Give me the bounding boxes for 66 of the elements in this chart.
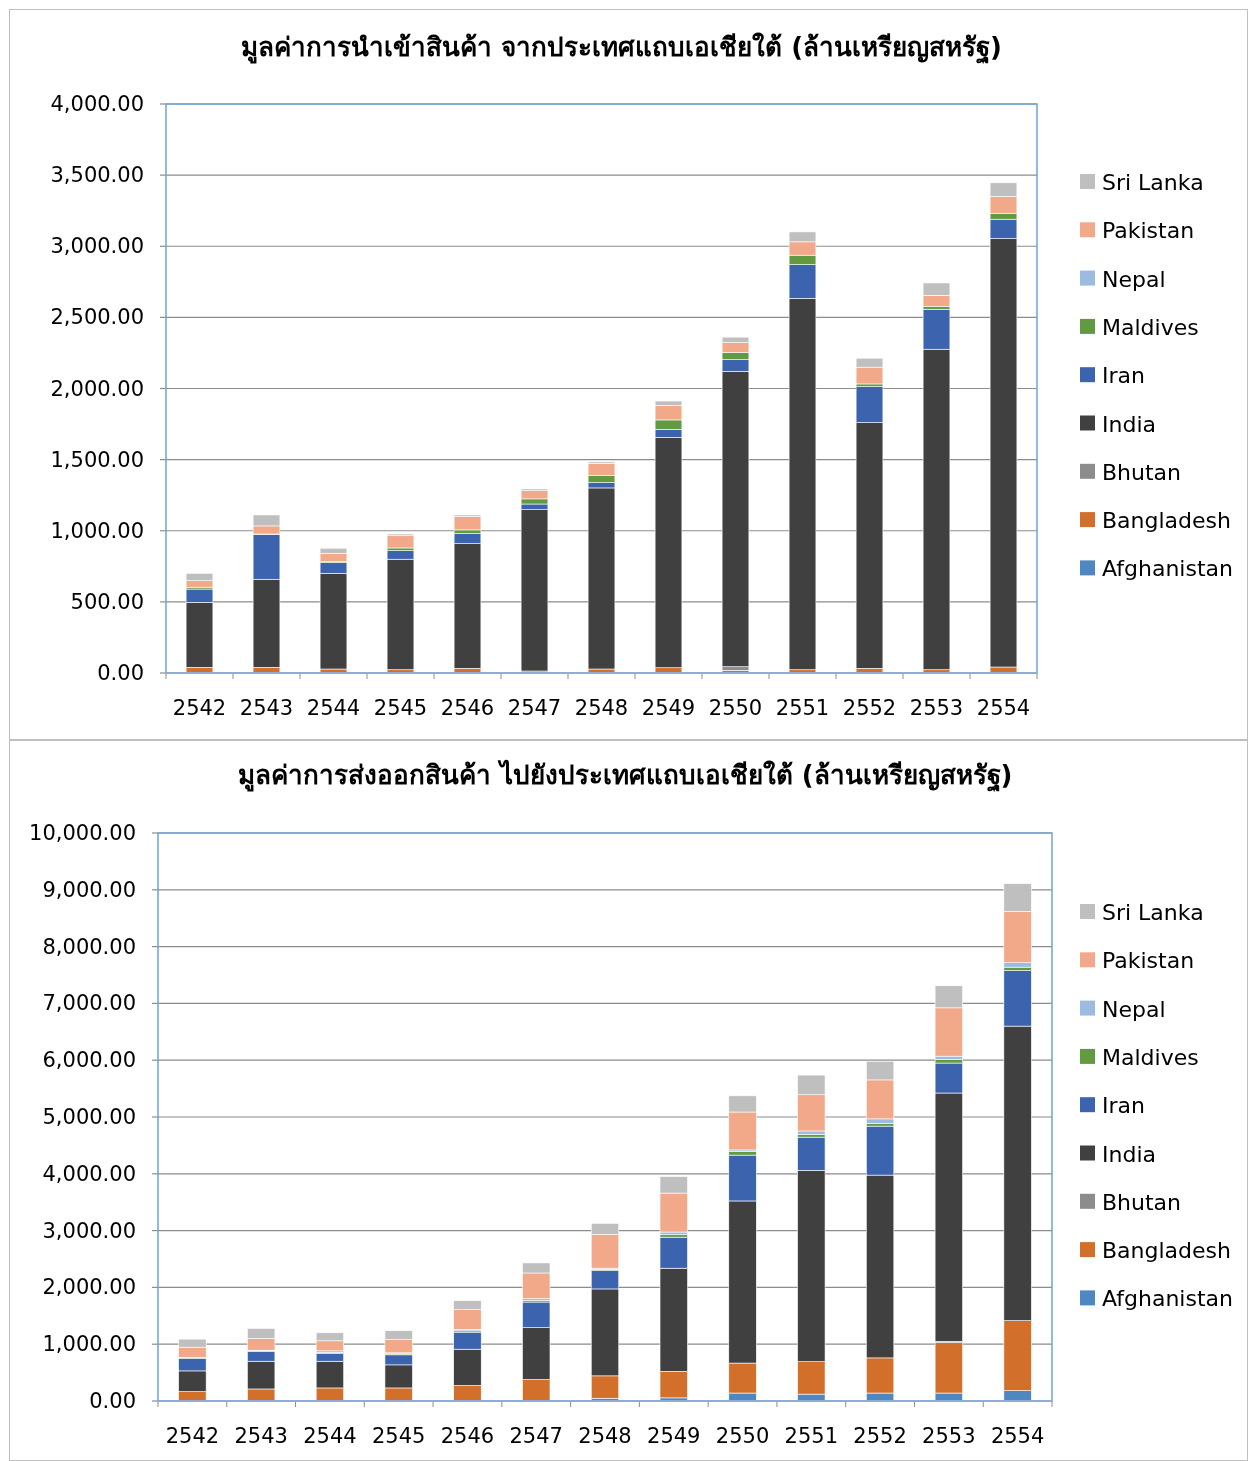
legend-label: Sri Lanka <box>1102 900 1204 925</box>
x-tick-label: 2544 <box>306 696 361 720</box>
legend-label: Nepal <box>1102 266 1166 292</box>
x-tick-label: 2545 <box>371 1424 426 1448</box>
y-tick-label: 4,000.00 <box>42 1161 136 1186</box>
y-tick-label: 4,000.00 <box>50 92 144 116</box>
y-tick-label: 3,000.00 <box>42 1218 136 1243</box>
legend-label: Bhutan <box>1102 459 1182 485</box>
x-tick-label: 2542 <box>172 696 227 720</box>
y-tick-label: 5,000.00 <box>42 1105 136 1129</box>
x-tick-label: 2544 <box>303 1424 357 1448</box>
legend-label: Pakistan <box>1102 218 1195 244</box>
x-tick-label: 2546 <box>440 1424 495 1448</box>
y-tick-label: 6,000.00 <box>42 1048 136 1073</box>
x-tick-label: 2549 <box>641 696 696 720</box>
legend-label: Maldives <box>1102 314 1199 340</box>
y-tick-label: 8,000.00 <box>42 934 136 959</box>
y-tick-label: 10,000.00 <box>29 821 136 845</box>
y-tick-label: 500.00 <box>70 589 144 614</box>
y-tick-label: 1,000.00 <box>50 518 144 543</box>
y-tick-label: 0.00 <box>97 661 144 685</box>
x-tick-label: 2548 <box>574 696 629 720</box>
x-tick-label: 2552 <box>853 1424 907 1448</box>
legend-label: Afghanistan <box>1102 1286 1233 1312</box>
y-tick-label: 3,500.00 <box>50 163 144 188</box>
chart-title: มูลค่าการนำเข้าสินค้า จากประเทศแถบเอเชียใต้ (ล้านเหรียญสหรัฐ) <box>241 32 1002 65</box>
x-tick-label: 2550 <box>715 1424 770 1448</box>
legend-label: Nepal <box>1102 996 1166 1022</box>
x-tick-label: 2553 <box>922 1424 976 1448</box>
x-tick-label: 2552 <box>842 696 897 720</box>
x-tick-label: 2543 <box>234 1424 288 1448</box>
y-tick-label: 1,500.00 <box>50 447 144 472</box>
legend-label: Bangladesh <box>1102 1238 1231 1264</box>
x-tick-label: 2547 <box>509 1424 563 1448</box>
legend-label: India <box>1102 1141 1156 1167</box>
x-tick-label: 2554 <box>976 696 1031 720</box>
y-tick-label: 2,000.00 <box>50 376 144 401</box>
legend-label: Pakistan <box>1102 948 1195 974</box>
x-tick-label: 2554 <box>990 1424 1045 1448</box>
legend-label: Bhutan <box>1102 1189 1182 1215</box>
legend-label: Iran <box>1102 1093 1145 1119</box>
x-tick-label: 2553 <box>909 696 964 720</box>
legend-label: Iran <box>1102 363 1145 389</box>
legend-label: Afghanistan <box>1102 556 1233 582</box>
x-tick-label: 2545 <box>373 696 428 720</box>
legend-label: Sri Lanka <box>1102 170 1204 195</box>
legend-label: India <box>1102 411 1156 437</box>
x-tick-label: 2546 <box>440 696 495 720</box>
x-tick-label: 2543 <box>239 696 294 720</box>
y-tick-label: 7,000.00 <box>42 991 136 1016</box>
x-tick-label: 2542 <box>165 1424 220 1448</box>
x-tick-label: 2550 <box>708 696 763 720</box>
x-tick-label: 2548 <box>578 1424 632 1448</box>
legend-label: Bangladesh <box>1102 508 1231 534</box>
x-tick-label: 2547 <box>507 696 562 720</box>
y-tick-label: 2,500.00 <box>50 305 144 330</box>
chart-title: มูลค่าการส่งออกสินค้า ไปยังประเทศแถบเอเชียใต้ (ล้านเหรียญสหรัฐ) <box>237 759 1013 793</box>
x-tick-label: 2549 <box>647 1424 701 1448</box>
x-tick-label: 2551 <box>784 1424 839 1448</box>
legend-label: Maldives <box>1102 1044 1199 1070</box>
y-tick-label: 9,000.00 <box>42 877 136 902</box>
y-tick-label: 2,000.00 <box>42 1275 136 1300</box>
y-tick-label: 1,000.00 <box>42 1332 136 1357</box>
y-tick-label: 3,000.00 <box>50 234 144 259</box>
x-tick-label: 2551 <box>775 696 830 720</box>
y-tick-label: 0.00 <box>89 1389 136 1413</box>
